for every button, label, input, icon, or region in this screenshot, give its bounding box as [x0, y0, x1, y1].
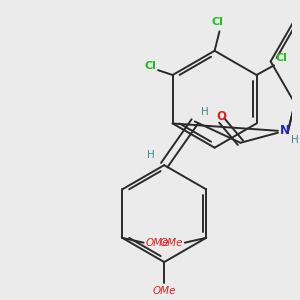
- Text: Cl: Cl: [144, 61, 156, 71]
- Text: OMe: OMe: [146, 238, 169, 248]
- Text: OMe: OMe: [159, 238, 183, 248]
- Text: Cl: Cl: [212, 17, 224, 27]
- Text: H: H: [201, 107, 208, 117]
- Text: H: H: [292, 136, 299, 146]
- Text: O: O: [217, 110, 227, 123]
- Text: Cl: Cl: [276, 52, 288, 63]
- Text: H: H: [147, 150, 154, 161]
- Text: OMe: OMe: [152, 286, 176, 296]
- Text: N: N: [280, 124, 290, 137]
